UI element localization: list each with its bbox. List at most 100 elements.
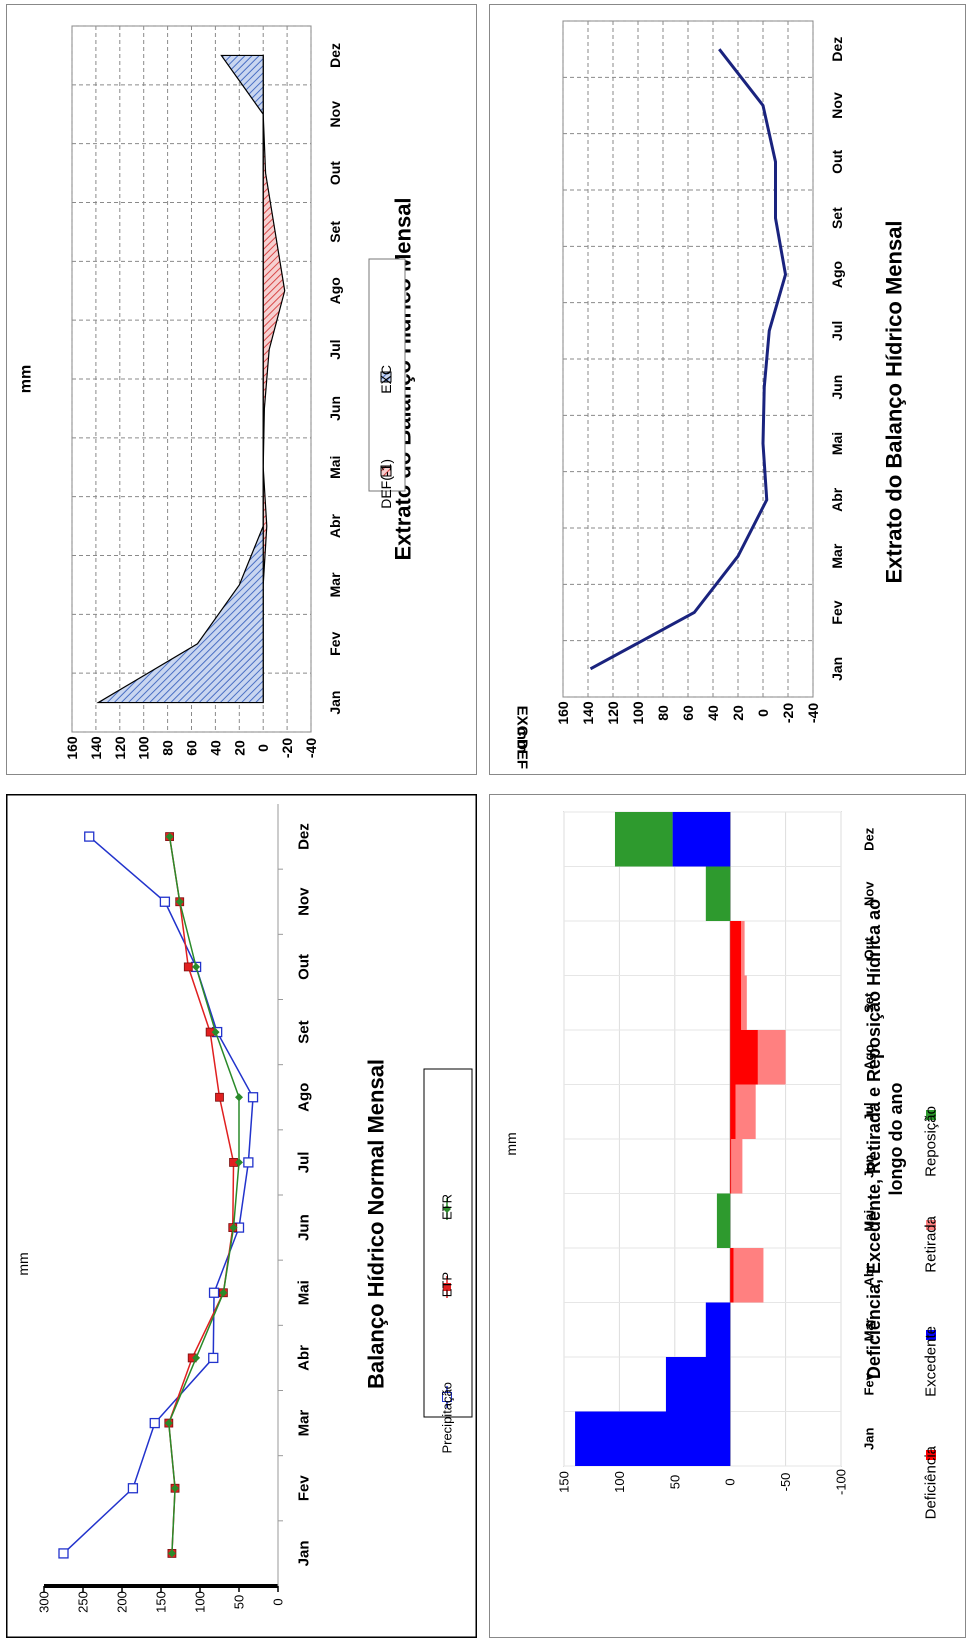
chart-title-line2: longo do ano [886, 1083, 906, 1196]
series-line-0 [62, 836, 254, 1554]
axis-title-y: mm [503, 1132, 519, 1155]
bar-excedente [575, 1411, 731, 1466]
y-tick-label: 0 [723, 1478, 738, 1485]
x-tick-label: Jun [327, 396, 343, 421]
x-tick-label: Dez [327, 43, 343, 68]
chart-title: Balanço Hídrico Normal Mensal [364, 1059, 389, 1389]
x-tick-label: Abr [296, 1345, 313, 1371]
x-tick-label: Mar [296, 1410, 313, 1437]
x-tick-label: Nov [862, 881, 877, 906]
y-tick-label: 100 [193, 1591, 208, 1613]
x-tick-label: Set [862, 992, 877, 1013]
bar-deficincia [730, 1248, 734, 1303]
bar-reposio [716, 1193, 731, 1248]
x-tick-label: Jun [829, 375, 845, 400]
legend-marker [442, 1392, 452, 1402]
x-tick-label: Out [296, 954, 313, 980]
legend-swatch [380, 465, 392, 477]
x-tick-label: Jan [296, 1540, 313, 1566]
marker-precipitacao [159, 896, 171, 907]
balanco-chart-svg: 300 250 200 150 100 50 0 Jan Fev Mar Abr Mai Jun Jul A… [5, 793, 478, 1639]
y-tick-label: -20 [780, 703, 796, 723]
legend-label: ETR [440, 1194, 455, 1220]
axis-title-y: mm [514, 727, 531, 754]
bar-excedente [672, 812, 731, 867]
x-tick-label: Set [327, 221, 343, 243]
y-tick-label: 100 [612, 1471, 627, 1493]
marker-etr [164, 1419, 173, 1428]
legend: Deficiência Excedente Retirada Reposição [923, 1106, 940, 1519]
area-chart-svg: 160 140 120 100 80 60 40 20 0 -20 -40 Jan Fev Mar Abr M… [6, 4, 477, 775]
bar-excedente [665, 1357, 731, 1412]
y-tick-label: 0 [755, 709, 771, 717]
x-tick-label: Set [829, 207, 845, 229]
y-tick-label: 150 [154, 1591, 169, 1613]
x-tick-label: Fev [327, 631, 343, 655]
marker-etr [192, 1353, 201, 1362]
series-area-exc [96, 54, 264, 704]
y-tick-label: 60 [184, 740, 200, 756]
x-tick-label: Ago [296, 1083, 313, 1112]
x-tick-label: Abr [829, 487, 845, 512]
x-tick-label: Mar [829, 543, 845, 568]
axis-label-exc: EXC [514, 706, 531, 737]
chart-title: Extrato do Balanço Hídrico Mensal [882, 220, 907, 583]
x-tick-label: Jan [829, 657, 845, 681]
marker-precipitacao [58, 1548, 69, 1559]
x-tick-label: Mar [327, 572, 343, 597]
x-tick-label: Jan [862, 1427, 877, 1449]
bar-excedente [705, 1302, 731, 1357]
marker-etr [167, 1549, 176, 1558]
y-tick-label: 0 [255, 744, 271, 752]
legend-label: Excedente [923, 1326, 940, 1397]
marker-precipitacao [208, 1287, 220, 1298]
y-tick-label: -100 [834, 1469, 849, 1495]
marker-etr [165, 832, 174, 841]
marker-etr [192, 962, 201, 971]
y-tick-label: 50 [667, 1475, 682, 1489]
marker-etr [219, 1288, 228, 1297]
x-tick-label: Fev [296, 1475, 313, 1502]
y-tick-label: 160 [555, 701, 571, 725]
x-tick-label: Mai [327, 456, 343, 479]
y-tick-label: 0 [271, 1598, 286, 1605]
legend-label: Precipitação [440, 1382, 455, 1454]
bar-retirada [741, 921, 745, 976]
series-line-2 [168, 836, 240, 1554]
marker-etr [235, 1158, 243, 1167]
legend-label: Retirada [923, 1215, 940, 1272]
bar-deficincia [730, 1084, 736, 1139]
x-tick-label: Dez [829, 37, 845, 62]
y-tick-label: 20 [730, 705, 746, 721]
marker-etr [211, 1028, 220, 1037]
x-tick-label: Out [862, 936, 877, 959]
axis-title-y: mm [15, 1252, 31, 1275]
legend-label-exc: EXC [378, 365, 394, 394]
y-tick-label: 100 [136, 736, 152, 760]
x-tick-label: Fev [829, 600, 845, 624]
y-tick-label: 120 [112, 736, 128, 760]
legend-marker [443, 1283, 451, 1291]
legend-swatch [926, 1330, 936, 1340]
chart-panel-balanco: 300 250 200 150 100 50 0 Jan Fev Mar Abr Mai Jun Jul A… [5, 793, 478, 1639]
x-tick-label: Out [829, 149, 845, 173]
marker-precipitacao [247, 1092, 259, 1103]
panel-border [5, 793, 478, 1639]
x-tick-label: Abr [327, 513, 343, 538]
x-tick-label: Abr [862, 1264, 877, 1286]
y-tick-label: 250 [76, 1591, 91, 1613]
y-tick-label: 80 [160, 740, 176, 756]
y-tick-label: 50 [232, 1595, 247, 1609]
marker-etp [215, 1092, 224, 1102]
bar-chart-svg: 150 100 50 0 -50 -100 Jan Fev Mar Abr Mai Jun Jul Ago… [489, 794, 966, 1638]
y-tick-label: 20 [231, 740, 247, 756]
bar-deficincia [730, 1030, 758, 1085]
bar-retirada [731, 1139, 743, 1194]
x-tick-label: Nov [829, 92, 845, 119]
marker-precipitacao [208, 1352, 219, 1364]
legend-swatch [380, 371, 392, 383]
x-tick-label: Ago [327, 277, 343, 304]
marker-etr [235, 1093, 243, 1102]
y-tick-label: 80 [655, 705, 671, 721]
marker-etr [229, 1223, 238, 1232]
